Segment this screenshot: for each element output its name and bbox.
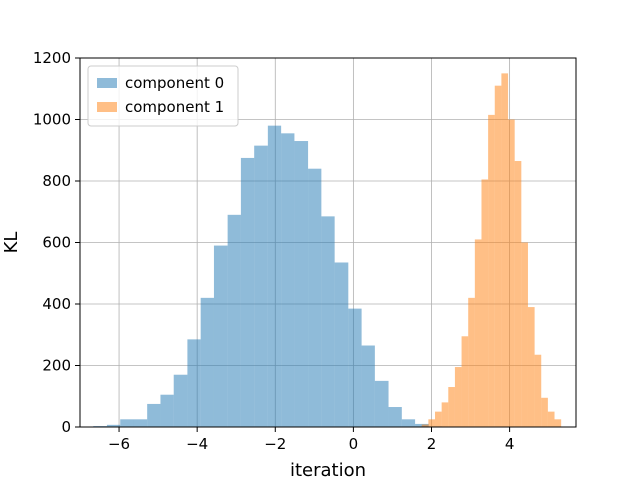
histogram-bar [448, 387, 455, 427]
histogram-bar [213, 245, 228, 427]
legend-box [87, 65, 239, 127]
histogram-bar [147, 403, 161, 427]
histogram-bar [267, 125, 282, 428]
histogram-bar [120, 419, 134, 427]
histogram-bar [541, 397, 548, 427]
x-tick-label: −4 [186, 435, 208, 453]
histogram-bar [474, 239, 482, 427]
legend-label: component 0 [125, 74, 224, 92]
histogram-bar [388, 407, 402, 427]
histogram-bar [240, 157, 255, 427]
y-axis-label: KL [1, 232, 22, 254]
histogram-bar [527, 307, 535, 427]
legend-swatch [97, 102, 117, 112]
y-tick-label: 600 [42, 234, 71, 252]
histogram-bar [187, 339, 201, 427]
histogram-bar [106, 424, 121, 427]
histogram-bar [521, 242, 528, 427]
histogram-bar [514, 161, 522, 427]
histogram-bar [461, 336, 469, 427]
y-tick-label: 1200 [33, 49, 71, 67]
axis-ticks: −6 −4 −2 0 2 4 0 200 400 600 800 1000 1200 [33, 49, 515, 453]
histogram-bar [441, 402, 449, 427]
histogram-bar [374, 380, 389, 427]
histogram-bar [133, 419, 148, 427]
x-tick-label: −2 [264, 435, 286, 453]
legend-label: component 1 [125, 98, 224, 116]
y-tick-label: 200 [42, 357, 71, 375]
histogram-bar [421, 424, 429, 427]
y-tick-label: 0 [61, 418, 71, 436]
x-tick-label: 4 [505, 435, 515, 453]
series-0-bars [93, 125, 443, 428]
histogram-bar [428, 419, 436, 427]
x-axis-label: iteration [290, 460, 366, 480]
histogram-bar [494, 85, 502, 428]
series-1-bars [421, 73, 562, 428]
histogram-bar [547, 411, 555, 427]
histogram-bar [508, 119, 515, 427]
histogram-bar [554, 419, 562, 427]
histogram-bar [173, 374, 188, 427]
histogram-bar [435, 411, 442, 427]
x-tick-label: 0 [349, 435, 359, 453]
histogram-bar [534, 354, 542, 427]
histogram-bar [308, 168, 322, 427]
histogram-bar [227, 214, 241, 427]
x-tick-label: −6 [108, 435, 130, 453]
histogram-bar [321, 216, 335, 427]
y-tick-label: 400 [42, 295, 71, 313]
y-tick-label: 1000 [33, 111, 71, 129]
x-tick-label: 2 [427, 435, 437, 453]
histogram-bar [254, 145, 268, 427]
histogram-bar [468, 297, 475, 427]
histogram-bar [481, 179, 489, 427]
histogram-bar [501, 73, 509, 427]
histogram-bar [334, 262, 349, 427]
histogram-bar [348, 308, 362, 427]
legend-swatch [97, 78, 117, 88]
histogram-bars [93, 73, 562, 428]
histogram-bar [361, 345, 375, 427]
histogram-bar [488, 114, 495, 427]
histogram-bar [401, 419, 416, 427]
histogram-bar [281, 133, 295, 427]
histogram-bar [200, 297, 214, 427]
histogram-bar [160, 394, 174, 427]
histogram-bar [294, 141, 309, 427]
histogram-bar [454, 367, 462, 427]
y-tick-label: 800 [42, 172, 71, 190]
legend: component 0 component 1 [87, 65, 239, 127]
